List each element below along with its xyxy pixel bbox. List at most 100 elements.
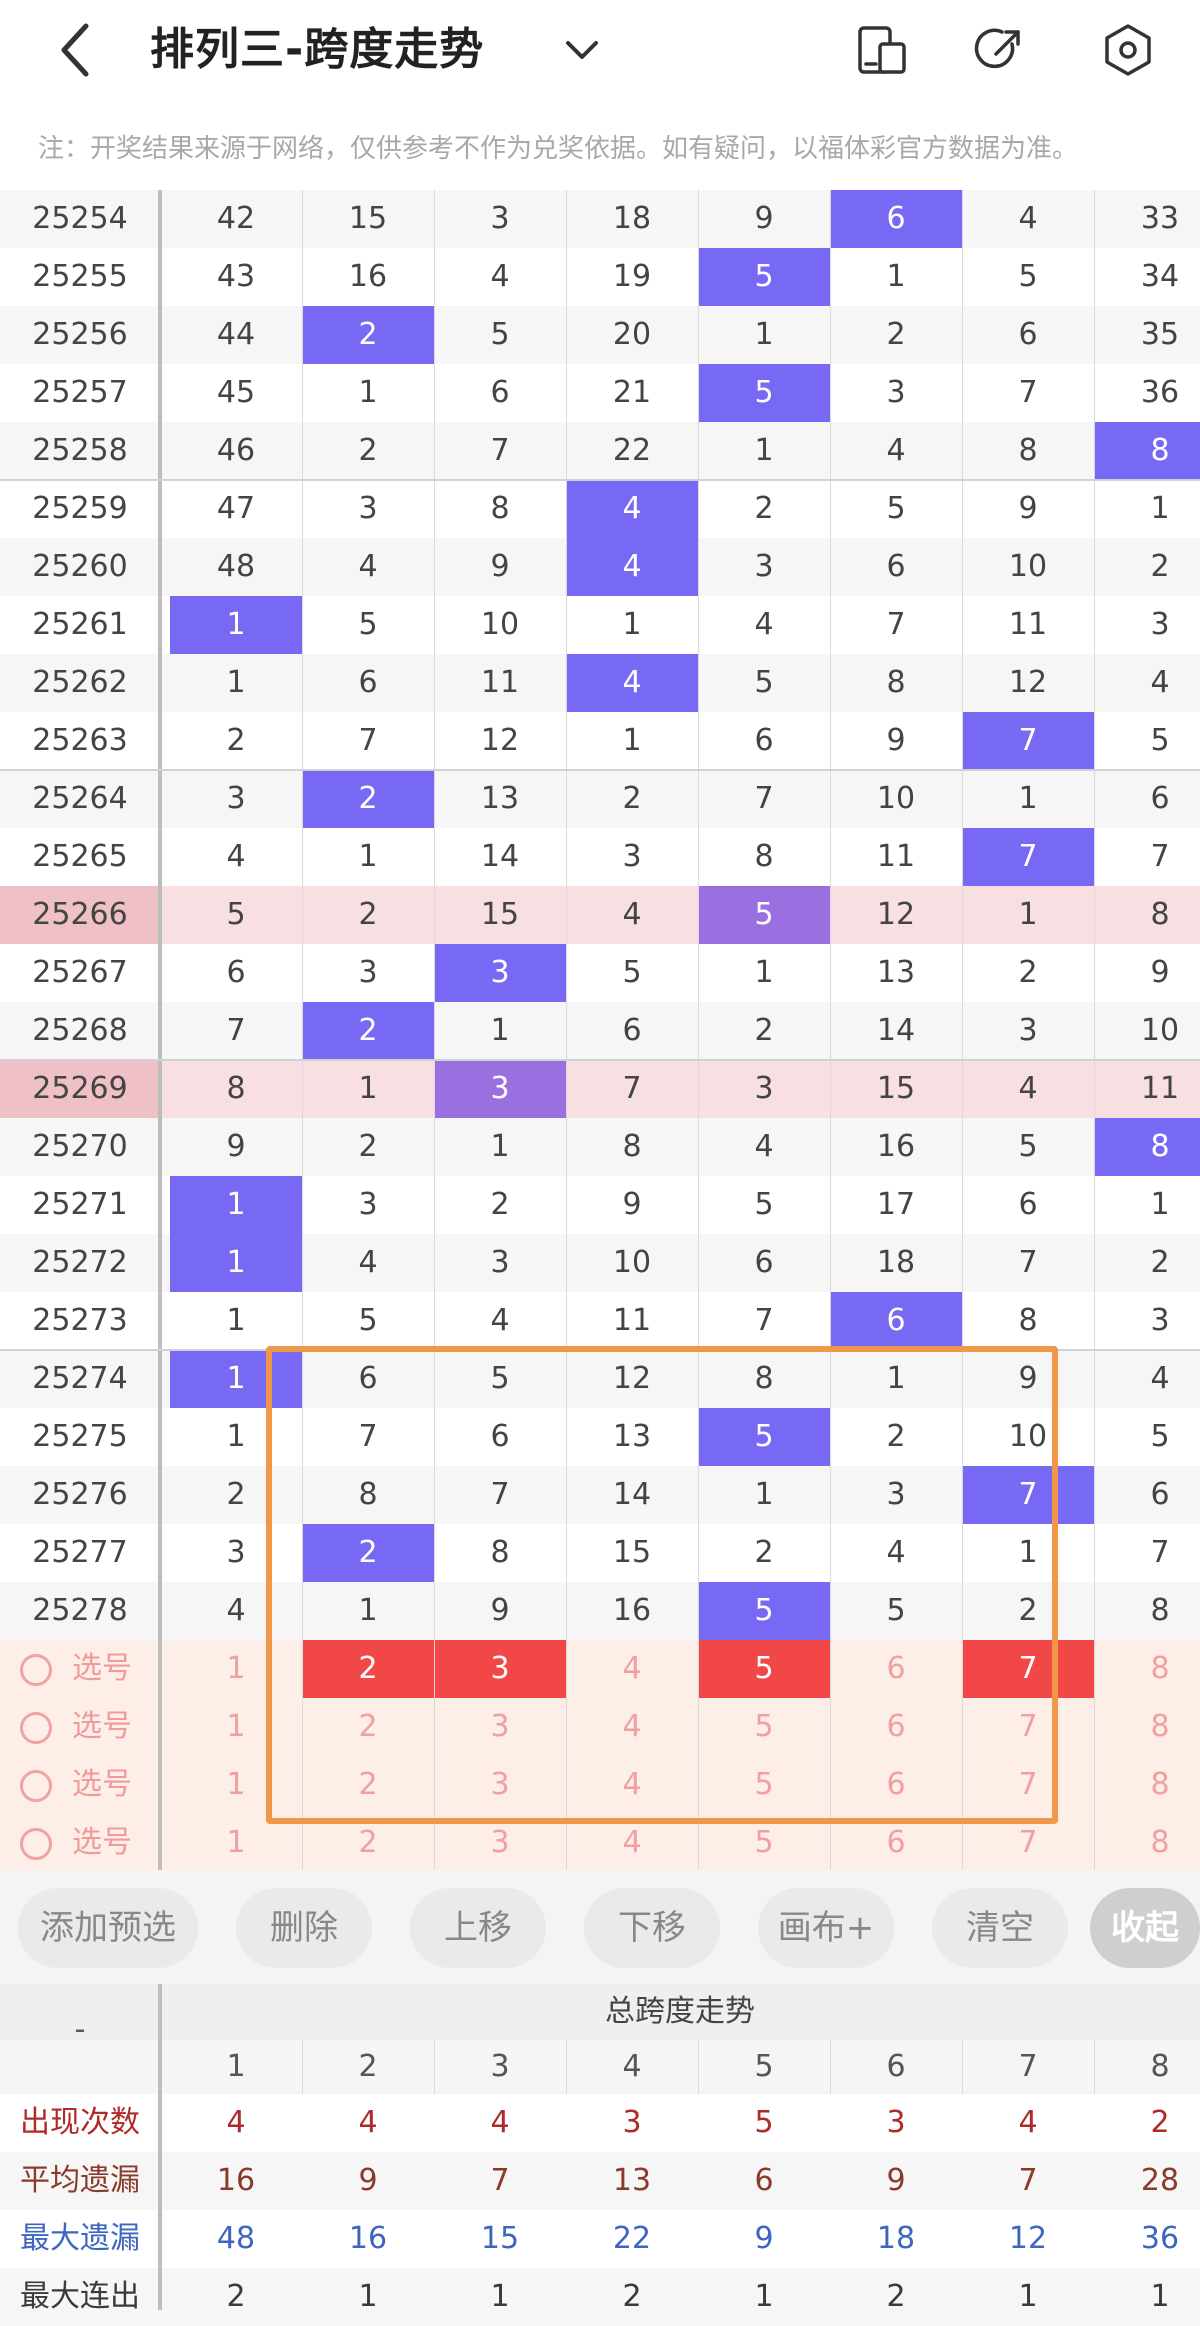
select-number-cell[interactable]: 3 [490, 1767, 510, 1802]
select-number-cell[interactable]: 1 [226, 1709, 246, 1744]
group-separator [0, 769, 1200, 771]
select-radio[interactable] [20, 1654, 52, 1686]
select-number-cell[interactable]: 2 [358, 1767, 378, 1802]
trend-cell: 14 [480, 839, 520, 874]
canvas-add-button[interactable]: 画布+ [758, 1888, 894, 1968]
select-number-cell[interactable]: 6 [886, 1651, 906, 1686]
trend-cell: 2 [754, 1535, 774, 1570]
stats-column-header: 2 [358, 2049, 378, 2084]
stats-value: 5 [754, 2105, 774, 2140]
trend-cell: 18 [876, 1245, 916, 1280]
stats-issue-divider [158, 1984, 162, 2310]
trend-cell: 3 [226, 781, 246, 816]
select-number-cell[interactable]: 8 [1150, 1767, 1170, 1802]
select-number-cell[interactable]: 7 [1018, 1767, 1038, 1802]
trend-cell: 3 [490, 201, 510, 236]
trend-cell: 1 [490, 1129, 510, 1164]
select-number-cell[interactable]: 4 [622, 1767, 642, 1802]
trend-row: 25268 7 2 1 6 2 14 3 10 [0, 1002, 1200, 1060]
select-number-cell[interactable]: 1 [226, 1767, 246, 1802]
select-number-cell[interactable]: 8 [1150, 1651, 1170, 1686]
trend-cell: 9 [1150, 955, 1170, 990]
settings-button[interactable] [1100, 22, 1156, 78]
chevron-down-icon [566, 41, 598, 59]
select-number-cell[interactable]: 4 [622, 1709, 642, 1744]
trend-cell: 1 [1018, 781, 1038, 816]
trend-cell: 5 [622, 955, 642, 990]
trend-cell: 4 [622, 897, 642, 932]
stats-column-header: 4 [622, 2049, 642, 2084]
trend-cell: 5 [358, 1303, 378, 1338]
trend-hit-cell: 8 [1094, 1118, 1200, 1176]
trend-cell: 1 [622, 607, 642, 642]
trend-row: 25259 47 3 8 4 2 5 9 1 [0, 480, 1200, 538]
issue-number: 25277 [32, 1535, 128, 1570]
back-button[interactable] [52, 20, 102, 80]
trend-cell: 10 [1008, 1419, 1048, 1454]
select-number-cell[interactable]: 2 [358, 1825, 378, 1860]
selected-number-cell[interactable]: 2 [302, 1640, 434, 1698]
select-number-cell[interactable]: 2 [358, 1709, 378, 1744]
trend-cell: 1 [754, 433, 774, 468]
select-radio[interactable] [20, 1828, 52, 1860]
trend-cell: 2 [226, 1477, 246, 1512]
trend-row: 25278 4 1 9 16 5 5 2 8 [0, 1582, 1200, 1640]
clear-button[interactable]: 清空 [932, 1888, 1068, 1968]
select-radio[interactable] [20, 1712, 52, 1744]
selected-number-cell[interactable]: 5 [698, 1640, 830, 1698]
select-number-cell[interactable]: 5 [754, 1767, 774, 1802]
issue-number: 25256 [32, 317, 128, 352]
stats-row-label: 最大连出 [20, 2279, 140, 2314]
add-preselect-button[interactable]: 添加预选 [18, 1888, 198, 1968]
sidebar-toggle-button[interactable] [854, 22, 910, 78]
trend-hit-cell: 3 [434, 1060, 566, 1118]
selected-number-cell[interactable]: 7 [962, 1640, 1094, 1698]
trend-cell: 3 [358, 955, 378, 990]
select-number-cell[interactable]: 8 [1150, 1825, 1170, 1860]
trend-cell: 3 [358, 491, 378, 526]
delete-button[interactable]: 删除 [236, 1888, 372, 1968]
trend-cell: 6 [886, 549, 906, 584]
select-number-cell[interactable]: 3 [490, 1825, 510, 1860]
trend-row: 25258 46 2 7 22 1 4 8 8 [0, 422, 1200, 480]
disclaimer-notice: 注：开奖结果来源于网络，仅供参考不作为兑奖依据。如有疑问，以福体彩官方数据为准。 [38, 134, 1079, 164]
stats-column-header: 5 [754, 2049, 774, 2084]
select-number-cell[interactable]: 3 [490, 1709, 510, 1744]
select-number-cell[interactable]: 7 [1018, 1709, 1038, 1744]
stats-value: 6 [754, 2163, 774, 2198]
select-number-cell[interactable]: 4 [622, 1651, 642, 1686]
collapse-button[interactable]: 收起 [1090, 1888, 1200, 1968]
trend-cell: 1 [490, 1013, 510, 1048]
title-dropdown-button[interactable] [560, 28, 604, 72]
stats-value: 9 [754, 2221, 774, 2256]
move-up-button[interactable]: 上移 [410, 1888, 546, 1968]
select-number-cell[interactable]: 6 [886, 1767, 906, 1802]
stats-value: 2 [1150, 2105, 1170, 2140]
trend-hit-cell: 2 [302, 306, 434, 364]
stats-value: 4 [1018, 2105, 1038, 2140]
select-radio[interactable] [20, 1770, 52, 1802]
select-number-cell[interactable]: 1 [226, 1651, 246, 1686]
move-down-button[interactable]: 下移 [584, 1888, 720, 1968]
trend-hit-cell: 7 [962, 828, 1094, 886]
select-number-cell[interactable]: 6 [886, 1709, 906, 1744]
trend-cell: 18 [612, 201, 652, 236]
trend-cell: 1 [1150, 491, 1170, 526]
trend-grid[interactable]: 25254 42 15 3 18 9 6 4 33 25255 43 16 4 19 5 1 5 34 25256 4… [0, 190, 1200, 1872]
share-button[interactable] [972, 22, 1028, 78]
select-number-cell[interactable]: 8 [1150, 1709, 1170, 1744]
issue-number: 25276 [32, 1477, 128, 1512]
select-number-cell[interactable]: 7 [1018, 1825, 1038, 1860]
stats-column-divider [830, 2040, 831, 2094]
select-number-cell[interactable]: 4 [622, 1825, 642, 1860]
select-row-label: 选号 [72, 1825, 132, 1860]
select-number-cell[interactable]: 6 [886, 1825, 906, 1860]
stats-value: 1 [358, 2279, 378, 2314]
select-number-cell[interactable]: 5 [754, 1709, 774, 1744]
trend-cell: 9 [1018, 491, 1038, 526]
select-number-cell[interactable]: 1 [226, 1825, 246, 1860]
stats-value: 36 [1140, 2221, 1180, 2256]
select-number-cell[interactable]: 5 [754, 1825, 774, 1860]
selected-number-cell[interactable]: 3 [434, 1640, 566, 1698]
trend-cell: 1 [358, 839, 378, 874]
